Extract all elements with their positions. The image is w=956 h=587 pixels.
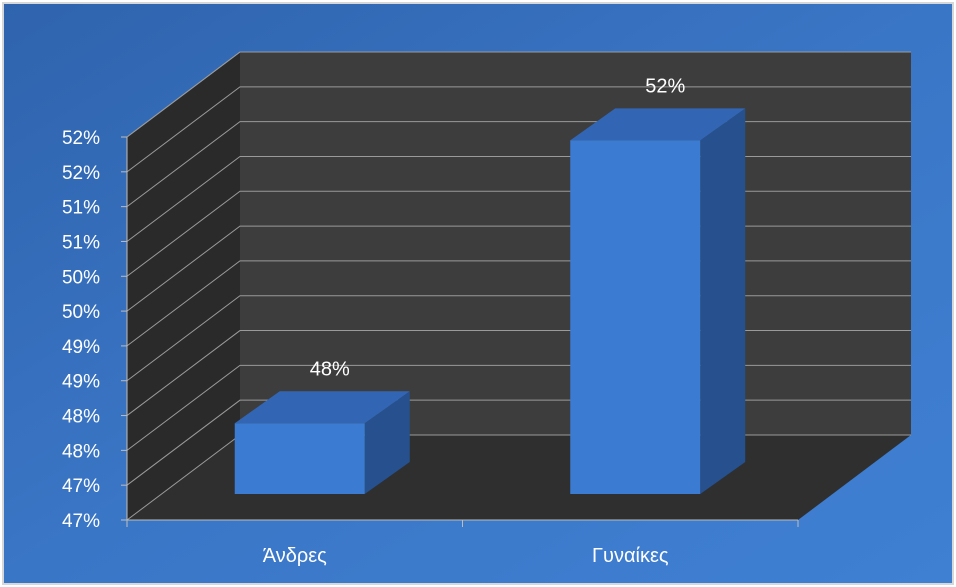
bar-side-face: [364, 391, 410, 494]
y-tick-label: 48%: [62, 441, 100, 462]
y-tick-label: 52%: [62, 128, 100, 149]
y-tick-label: 49%: [62, 372, 100, 393]
y-tick-label: 52%: [62, 163, 100, 184]
category-label: Άνδρες: [263, 545, 327, 567]
data-label: 48%: [310, 358, 350, 380]
y-tick-label: 47%: [62, 476, 100, 497]
y-tick-label: 50%: [62, 267, 100, 288]
side-wall: [127, 52, 240, 520]
y-tick-label: 48%: [62, 407, 100, 428]
bar-series: [234, 108, 746, 494]
gridline: [126, 86, 911, 173]
label-layer: 47% 47% 48% 48% 49% 49% 50% 50% 51% 51% 52% 52% 48% Ά…: [62, 75, 686, 567]
y-tick-label: 47%: [62, 511, 100, 532]
bar-top-face: [234, 391, 410, 424]
y-tick-label: 49%: [62, 337, 100, 358]
y-tick-label: 50%: [62, 302, 100, 323]
data-label: 52%: [645, 75, 685, 97]
gridline: [126, 51, 911, 138]
y-tick-label: 51%: [62, 232, 100, 253]
bar-front-face: [570, 140, 701, 494]
category-label: Γυναίκες: [592, 545, 669, 567]
y-tick-label: 51%: [62, 198, 100, 219]
bar-top-face: [570, 108, 746, 141]
bar-1: [234, 391, 410, 494]
bar-2: [570, 108, 746, 494]
bar-front-face: [234, 423, 365, 494]
bar-side-face: [700, 108, 746, 494]
